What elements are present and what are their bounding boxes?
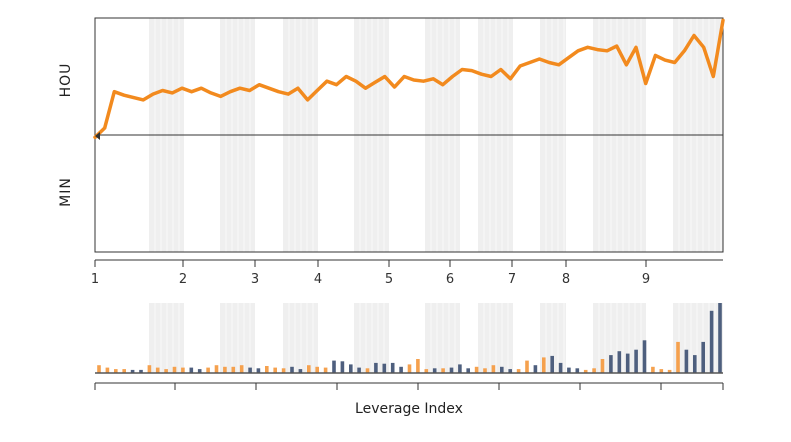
bar xyxy=(558,362,563,373)
bar xyxy=(357,367,361,373)
bar xyxy=(399,366,403,373)
bar xyxy=(248,367,252,373)
bar xyxy=(122,369,126,373)
bar xyxy=(307,365,311,373)
x-tick-label: 5 xyxy=(385,272,393,287)
bar xyxy=(298,369,303,373)
series-line xyxy=(93,18,725,140)
bar xyxy=(155,367,160,373)
bar xyxy=(634,349,638,373)
series-start-marker xyxy=(95,132,100,140)
bar xyxy=(164,369,168,373)
x-tick-label: 4 xyxy=(314,272,322,287)
bar xyxy=(323,367,328,373)
bar xyxy=(416,359,420,373)
bar xyxy=(667,369,672,373)
bar xyxy=(542,357,546,373)
bar xyxy=(617,351,622,373)
bar xyxy=(533,365,538,373)
bar xyxy=(374,362,378,373)
bar xyxy=(466,368,470,373)
bar xyxy=(281,368,286,373)
bar xyxy=(609,355,613,373)
bar xyxy=(390,362,395,373)
bar xyxy=(130,369,135,373)
bar xyxy=(114,369,118,373)
bar xyxy=(508,369,512,373)
bar xyxy=(449,367,454,373)
bar xyxy=(231,366,236,373)
bar xyxy=(407,364,412,373)
bar xyxy=(625,353,630,373)
bar xyxy=(332,360,336,373)
bar xyxy=(567,367,571,373)
bar xyxy=(197,369,202,373)
y-label-bottom: MIN xyxy=(58,177,74,207)
bar xyxy=(600,359,605,373)
bar xyxy=(432,368,437,373)
bar xyxy=(223,366,227,373)
bar xyxy=(676,341,680,373)
y-label-top: HOU xyxy=(58,63,74,98)
bar xyxy=(214,365,219,373)
bar xyxy=(651,366,655,373)
x-tick-label: 6 xyxy=(446,272,454,287)
bar xyxy=(441,368,445,373)
bar xyxy=(424,369,429,373)
bar xyxy=(172,366,177,373)
bar xyxy=(340,361,345,373)
bar-series xyxy=(97,303,722,373)
bar xyxy=(181,367,185,373)
bar xyxy=(592,368,596,373)
bar xyxy=(365,368,370,373)
bar xyxy=(709,310,714,373)
bar xyxy=(575,368,580,373)
x-tick-label: 8 xyxy=(562,272,570,287)
bar xyxy=(265,366,269,373)
bar xyxy=(290,366,294,373)
bar xyxy=(315,366,319,373)
x-tick-label: 9 xyxy=(642,272,650,287)
bar xyxy=(583,369,588,373)
bar xyxy=(516,369,521,373)
x-axis-label: Leverage Index xyxy=(355,401,463,417)
bar xyxy=(139,369,143,373)
bar xyxy=(147,365,152,373)
x-tick-label: 3 xyxy=(251,272,259,287)
bar xyxy=(718,303,722,373)
bar xyxy=(239,365,244,373)
bar xyxy=(491,365,496,373)
main-x-axis: 1 2 3 4 5 6 7 8 9 xyxy=(91,259,723,287)
x-tick-label: 7 xyxy=(508,272,516,287)
bar xyxy=(474,366,479,373)
bar xyxy=(189,367,194,373)
x-tick-label: 2 xyxy=(179,272,187,287)
bar xyxy=(483,368,487,373)
bar xyxy=(458,364,462,373)
bar xyxy=(382,363,387,373)
bar xyxy=(500,366,504,373)
bar xyxy=(693,355,697,373)
bar xyxy=(525,360,529,373)
bar xyxy=(273,367,277,373)
bottom-x-axis xyxy=(94,382,724,390)
bar xyxy=(550,355,554,373)
x-tick-label: 1 xyxy=(91,272,99,287)
bar xyxy=(659,369,664,373)
bar xyxy=(206,367,210,373)
bar xyxy=(256,368,261,373)
bar xyxy=(701,341,705,373)
bar xyxy=(642,340,647,373)
bar xyxy=(349,364,353,373)
bar xyxy=(684,349,689,373)
bar xyxy=(97,365,101,373)
bar xyxy=(105,367,110,373)
